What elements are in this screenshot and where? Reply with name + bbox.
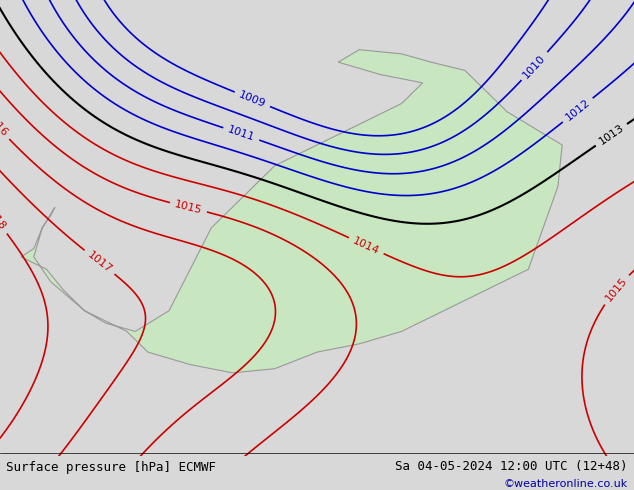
Text: 1012: 1012 [564, 98, 592, 123]
Text: 1017: 1017 [86, 249, 113, 275]
Text: Surface pressure [hPa] ECMWF: Surface pressure [hPa] ECMWF [6, 462, 216, 474]
Text: 1009: 1009 [238, 89, 268, 109]
Text: 1016: 1016 [0, 112, 10, 139]
Text: Sa 04-05-2024 12:00 UTC (12+48): Sa 04-05-2024 12:00 UTC (12+48) [395, 460, 628, 473]
Text: 1014: 1014 [351, 235, 381, 256]
Text: 1010: 1010 [521, 52, 548, 80]
Text: 1011: 1011 [226, 124, 256, 143]
Polygon shape [21, 49, 562, 373]
Text: 1013: 1013 [597, 122, 626, 147]
Text: ©weatheronline.co.uk: ©weatheronline.co.uk [503, 480, 628, 490]
Text: 1014: 1014 [376, 470, 406, 490]
Text: 1018: 1018 [0, 204, 8, 233]
Text: 1015: 1015 [174, 199, 204, 216]
Text: 1015: 1015 [604, 275, 629, 303]
